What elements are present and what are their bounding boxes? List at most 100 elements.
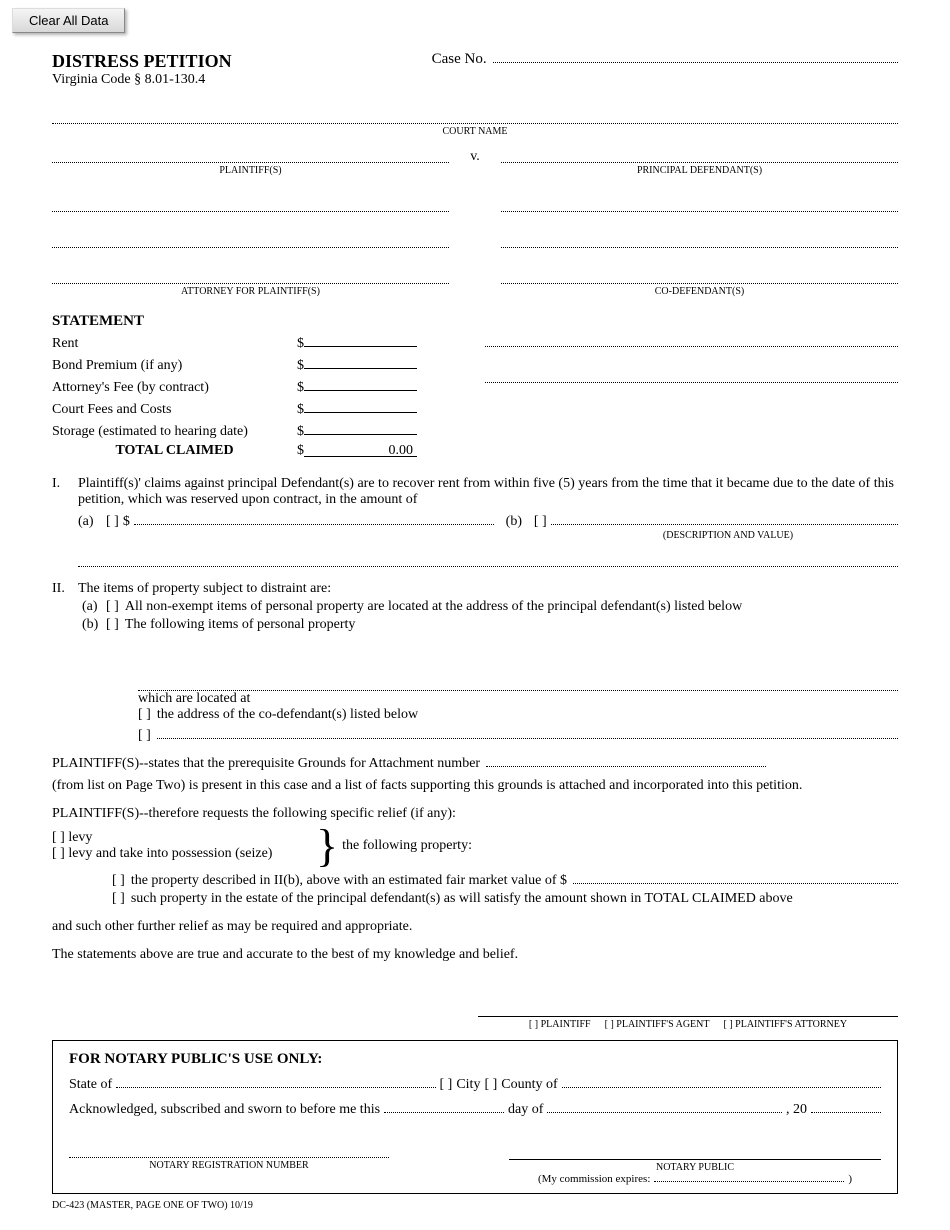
address-codef-text: the address of the co-defendant(s) liste… bbox=[157, 707, 418, 723]
notary-reg-line[interactable] bbox=[69, 1144, 389, 1158]
ii-a-letter: (a) bbox=[78, 599, 106, 615]
codefendant-line[interactable] bbox=[501, 270, 898, 284]
dollar-sign: $ bbox=[297, 443, 304, 459]
dollar-sign: $ bbox=[297, 380, 304, 396]
prop-estate-text: such property in the estate of the princ… bbox=[131, 891, 793, 907]
section-ii-number: II. bbox=[52, 581, 78, 744]
checkbox-county[interactable]: [ ] bbox=[484, 1077, 497, 1093]
checkbox-sig-attorney[interactable]: [ ] bbox=[723, 1019, 732, 1030]
section-i-text: Plaintiff(s)' claims against principal D… bbox=[78, 476, 894, 507]
checkbox-sig-agent[interactable]: [ ] bbox=[605, 1019, 614, 1030]
ack-text: Acknowledged, subscribed and sworn to be… bbox=[69, 1102, 380, 1118]
attorney-fee-amount[interactable] bbox=[304, 377, 417, 391]
checkbox-i-b[interactable]: [ ] bbox=[534, 514, 547, 530]
i-b-desc-2[interactable] bbox=[78, 553, 898, 567]
brace-icon: } bbox=[312, 826, 342, 866]
code-reference: Virginia Code § 8.01-130.4 bbox=[52, 72, 232, 88]
ack-day[interactable] bbox=[384, 1101, 504, 1113]
close-paren: ) bbox=[848, 1173, 852, 1185]
plaintiff-line-2[interactable] bbox=[52, 198, 449, 212]
clear-all-data-button[interactable]: Clear All Data bbox=[12, 8, 125, 33]
ack-month[interactable] bbox=[547, 1101, 782, 1113]
checkbox-other-address[interactable]: [ ] bbox=[138, 728, 151, 744]
levy-text: levy bbox=[68, 830, 92, 845]
signature-line[interactable] bbox=[478, 1001, 898, 1017]
checkbox-prop-estate[interactable]: [ ] bbox=[112, 891, 125, 907]
rent-amount[interactable] bbox=[304, 333, 417, 347]
checkbox-prop-iib[interactable]: [ ] bbox=[112, 873, 125, 889]
sig-agent-label: PLAINTIFF'S AGENT bbox=[616, 1019, 709, 1030]
notary-public-label: NOTARY PUBLIC bbox=[509, 1162, 881, 1173]
checkbox-ii-a[interactable]: [ ] bbox=[106, 599, 119, 615]
attorney-label: ATTORNEY FOR PLAINTIFF(S) bbox=[52, 286, 449, 297]
county-of-field[interactable] bbox=[562, 1076, 881, 1088]
ii-b-text: The following items of personal property bbox=[125, 617, 356, 633]
court-name-label: COURT NAME bbox=[52, 126, 898, 137]
day-of-label: day of bbox=[508, 1102, 543, 1118]
codefendant-extra-1[interactable] bbox=[485, 333, 898, 347]
dollar-sign: $ bbox=[297, 336, 304, 352]
levy-seize-text: levy and take into possession (seize) bbox=[68, 846, 272, 861]
state-of-label: State of bbox=[69, 1077, 112, 1093]
form-footer: DC-423 (MASTER, PAGE ONE OF TWO) 10/19 bbox=[52, 1200, 898, 1211]
grounds-number[interactable] bbox=[486, 766, 766, 767]
desc-value-label: (DESCRIPTION AND VALUE) bbox=[558, 530, 898, 541]
checkbox-levy[interactable]: [ ] bbox=[52, 830, 65, 846]
further-relief-text: and such other further relief as may be … bbox=[52, 919, 898, 935]
notary-box: FOR NOTARY PUBLIC'S USE ONLY: State of [… bbox=[52, 1040, 898, 1194]
rent-label: Rent bbox=[52, 336, 297, 352]
attorney-line[interactable] bbox=[52, 270, 449, 284]
court-name-field: COURT NAME bbox=[52, 110, 898, 137]
dollar-sign: $ bbox=[297, 358, 304, 374]
relief-intro: PLAINTIFF(S)--therefore requests the fol… bbox=[52, 806, 898, 822]
commission-expires-field[interactable] bbox=[654, 1181, 844, 1182]
plaintiff-line-3[interactable] bbox=[52, 234, 449, 248]
court-fees-amount[interactable] bbox=[304, 399, 417, 413]
sig-attorney-label: PLAINTIFF'S ATTORNEY bbox=[735, 1019, 847, 1030]
storage-label: Storage (estimated to hearing date) bbox=[52, 424, 297, 440]
following-property-text: the following property: bbox=[342, 838, 472, 854]
notary-reg-label: NOTARY REGISTRATION NUMBER bbox=[69, 1160, 389, 1171]
section-ii-text: The items of property subject to distrai… bbox=[78, 581, 331, 596]
i-b-desc[interactable] bbox=[551, 524, 898, 525]
checkbox-levy-seize[interactable]: [ ] bbox=[52, 846, 65, 862]
versus-label: v. bbox=[465, 149, 485, 297]
defendant-line-3[interactable] bbox=[501, 234, 898, 248]
case-no-line[interactable] bbox=[493, 51, 898, 63]
case-no-label: Case No. bbox=[432, 51, 487, 68]
notary-title: FOR NOTARY PUBLIC'S USE ONLY: bbox=[69, 1051, 881, 1068]
storage-amount[interactable] bbox=[304, 421, 417, 435]
statement-heading: STATEMENT bbox=[52, 313, 465, 330]
other-address-line[interactable] bbox=[157, 727, 898, 739]
i-b-letter: (b) bbox=[494, 514, 534, 530]
ii-b-property-line[interactable] bbox=[138, 677, 898, 691]
checkbox-sig-plaintiff[interactable]: [ ] bbox=[529, 1019, 538, 1030]
total-claimed-amount: 0.00 bbox=[304, 443, 417, 457]
year-prefix: , 20 bbox=[786, 1102, 807, 1118]
notary-sig-line[interactable] bbox=[509, 1144, 881, 1160]
i-a-letter: (a) bbox=[78, 514, 106, 530]
defendants-line[interactable] bbox=[501, 149, 898, 163]
sig-plaintiff-label: PLAINTIFF bbox=[541, 1019, 591, 1030]
codefendant-extra-2[interactable] bbox=[485, 369, 898, 383]
state-of-field[interactable] bbox=[116, 1076, 435, 1088]
total-claimed-label: TOTAL CLAIMED bbox=[52, 443, 297, 459]
defendant-line-2[interactable] bbox=[501, 198, 898, 212]
which-located-text: which are located at bbox=[138, 691, 898, 707]
checkbox-city[interactable]: [ ] bbox=[440, 1077, 453, 1093]
dollar-sign: $ bbox=[297, 424, 304, 440]
court-name-line[interactable] bbox=[52, 110, 898, 124]
grounds-post-text: (from list on Page Two) is present in th… bbox=[52, 778, 802, 794]
bond-amount[interactable] bbox=[304, 355, 417, 369]
fmv-amount[interactable] bbox=[573, 872, 898, 884]
checkbox-ii-b[interactable]: [ ] bbox=[106, 617, 119, 633]
section-i-number: I. bbox=[52, 476, 78, 567]
plaintiffs-line[interactable] bbox=[52, 149, 449, 163]
checkbox-i-a[interactable]: [ ] bbox=[106, 514, 119, 530]
checkbox-address-codef[interactable]: [ ] bbox=[138, 707, 151, 723]
ack-year[interactable] bbox=[811, 1101, 881, 1113]
county-of-label: County of bbox=[501, 1077, 557, 1093]
i-a-amount[interactable] bbox=[134, 524, 494, 525]
dollar-sign: $ bbox=[297, 402, 304, 418]
defendants-label: PRINCIPAL DEFENDANT(S) bbox=[501, 165, 898, 176]
